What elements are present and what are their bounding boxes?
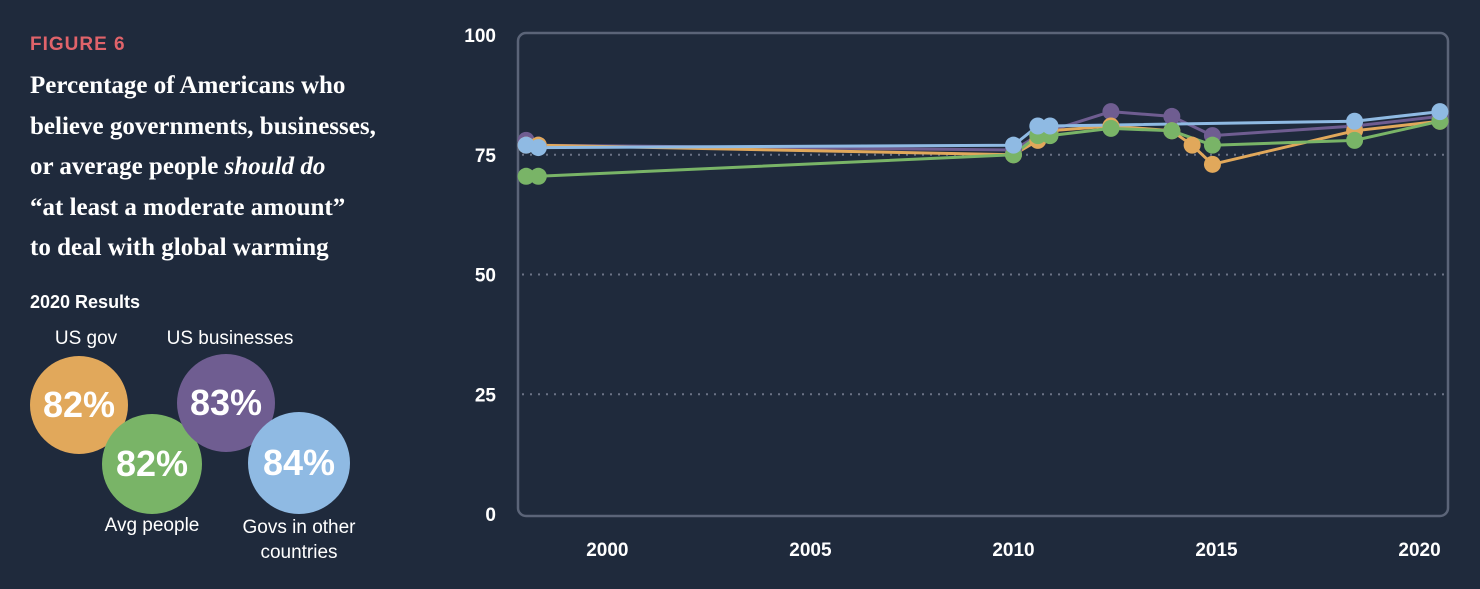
data-point-us_businesses: [1163, 107, 1181, 125]
data-point-avg_people: [1346, 131, 1364, 149]
figure-label: FIGURE 6: [30, 34, 126, 55]
data-point-govs_other_countries: [1346, 112, 1364, 130]
data-point-govs_other_countries: [1431, 103, 1449, 121]
title-line-1: Percentage of Americans who: [30, 72, 346, 99]
y-tick-label: 50: [475, 266, 496, 287]
data-point-avg_people: [1163, 122, 1181, 140]
title-line-3: or average people should do: [30, 147, 430, 188]
x-tick-label: 2010: [992, 540, 1034, 561]
data-point-govs_other_countries: [529, 139, 547, 157]
data-point-us_gov: [1183, 136, 1201, 154]
title-line-4: “at least a moderate amount”: [30, 193, 346, 221]
y-tick-label: 75: [475, 146, 497, 167]
data-point-avg_people: [1102, 119, 1120, 137]
data-point-us_gov: [1203, 155, 1221, 173]
govs-other-countries-label: Govs in other countries: [224, 515, 374, 565]
title-line-2: believe governments, businesses,: [30, 112, 376, 140]
us-gov-label: US gov: [54, 328, 118, 349]
x-tick-label: 2015: [1195, 540, 1238, 561]
govs-other-countries-bubble: 84%: [248, 412, 350, 514]
govs-label-line-2: countries: [260, 542, 338, 563]
plot-frame: [516, 31, 1450, 518]
title-line-3-text: or average people: [30, 153, 225, 180]
chart-title: Percentage of Americans who believe gove…: [30, 66, 430, 269]
data-point-govs_other_countries: [1004, 136, 1022, 154]
avg-people-label: Avg people: [104, 515, 200, 536]
data-point-govs_other_countries: [1041, 117, 1059, 135]
data-point-avg_people: [517, 167, 535, 185]
results-heading: 2020 Results: [30, 292, 141, 312]
x-tick-label: 2005: [789, 540, 832, 561]
series-line-avg_people: [526, 119, 1441, 178]
y-tick-label: 100: [464, 26, 496, 47]
y-tick-label: 0: [485, 505, 496, 526]
y-tick-label: 25: [475, 385, 497, 406]
x-tick-label: 2020: [1398, 540, 1440, 561]
data-point-govs_other_countries: [1029, 117, 1047, 135]
title-line-5: to deal with global warming: [30, 234, 329, 261]
govs-label-line-1: Govs in other: [242, 517, 356, 538]
title-emphasis: should do: [224, 153, 326, 180]
x-tick-label: 2000: [586, 540, 628, 561]
data-point-us_businesses: [1102, 103, 1120, 121]
data-point-avg_people: [1203, 136, 1221, 154]
us-businesses-label: US businesses: [166, 328, 294, 349]
data-point-avg_people: [529, 167, 547, 185]
